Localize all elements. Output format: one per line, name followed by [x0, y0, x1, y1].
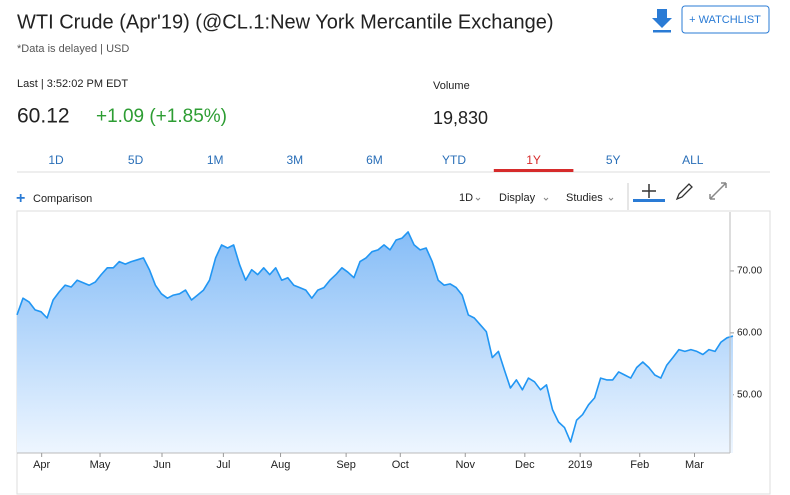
range-tab[interactable]: YTD [442, 153, 466, 167]
range-tab[interactable]: ALL [682, 153, 704, 167]
y-tick-label: 60.00 [737, 327, 762, 338]
range-tab[interactable]: 6M [366, 153, 383, 167]
volume-label: Volume [433, 80, 470, 92]
expand-tool[interactable] [709, 182, 727, 200]
plus-icon[interactable]: + [16, 190, 25, 207]
change: +1.09 (+1.85%) [96, 106, 227, 127]
chart: 50.00 60.00 70.00 Apr May Jun Jul Aug Sep Oct Nov D… [16, 212, 762, 471]
range-tab[interactable]: 1Y [526, 153, 541, 167]
comparison[interactable]: Comparison [33, 193, 92, 205]
last-label: Last | 3:52:02 PM EDT [17, 78, 128, 90]
x-tick-label: Aug [271, 459, 291, 471]
range-tab[interactable]: 3M [286, 153, 303, 167]
watchlist-label[interactable]: + WATCHLIST [689, 14, 761, 26]
volume: 19,830 [433, 108, 488, 128]
active-tab-underline [493, 169, 574, 172]
watchlist-button[interactable] [681, 5, 770, 34]
x-tick-label: Feb [630, 459, 649, 471]
interval[interactable]: 1D [459, 192, 473, 204]
studies[interactable]: Studies [566, 192, 603, 204]
y-tick-label: 70.00 [737, 266, 762, 277]
range-tab[interactable]: 5D [128, 153, 144, 167]
x-tick-label: Jun [153, 459, 171, 471]
price: 60.12 [17, 105, 70, 128]
draw-tool[interactable] [675, 183, 693, 201]
x-tick-label: Nov [455, 459, 475, 471]
y-tick-label: 50.00 [737, 389, 762, 400]
x-tick-label: Dec [515, 459, 535, 471]
download-icon[interactable] [652, 9, 672, 33]
title: WTI Crude (Apr'19) (@CL.1:New York Merca… [17, 11, 554, 33]
range-tab[interactable]: 1M [207, 153, 224, 167]
range-tab[interactable]: 1D [48, 153, 64, 167]
crosshair-tool[interactable] [633, 184, 665, 202]
range-tabs: 1D 5D 1M 3M 6M YTD 1Y 5Y ALL [48, 153, 704, 172]
range-tab[interactable]: 5Y [606, 153, 621, 167]
x-tick-label: 2019 [568, 459, 592, 471]
x-tick-label: May [90, 459, 111, 471]
subtitle: *Data is delayed | USD [17, 43, 129, 55]
area-fill [17, 231, 733, 453]
x-tick-label: Jul [216, 459, 230, 471]
x-tick-label: Mar [685, 459, 704, 471]
price-line [16, 231, 734, 443]
dropdown-carets [475, 197, 614, 201]
x-tick-label: Apr [33, 459, 50, 471]
x-tick-label: Sep [336, 459, 356, 471]
display[interactable]: Display [499, 192, 536, 204]
x-tick-label: Oct [392, 459, 409, 471]
